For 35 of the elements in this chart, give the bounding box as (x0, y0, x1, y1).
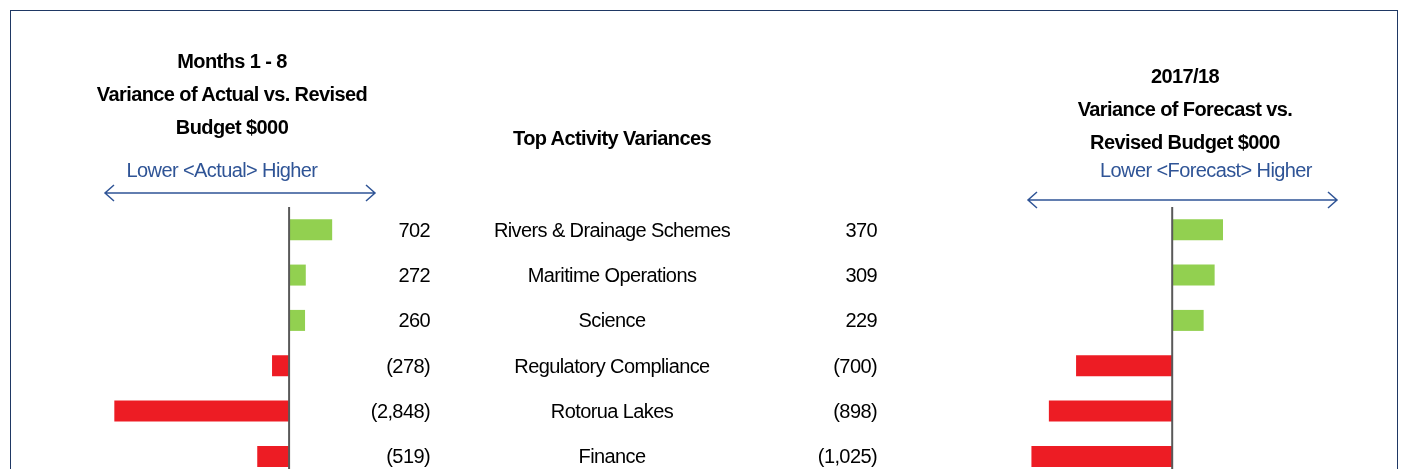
data-label: 702 (398, 218, 431, 241)
y-tick-label: Regulatory Compliance (514, 354, 711, 377)
data-label: 260 (398, 309, 431, 332)
text: Lower <Actual> Higher (125, 158, 319, 182)
data-label: (1,025) (817, 445, 877, 468)
bar (289, 264, 306, 286)
data-label: 370 (845, 218, 878, 241)
bar (1031, 445, 1173, 467)
data-label: (700) (833, 354, 877, 377)
y-tick-label: Rivers & Drainage Schemes (493, 218, 731, 241)
data-label: (2,848) (370, 400, 430, 423)
y-tick-label: Maritime Operations (527, 264, 697, 286)
chart-title: Months 1 - 8 Variance of Actual vs. Revised Budget $000 (95, 49, 369, 140)
bar (1172, 219, 1224, 241)
bar (272, 355, 290, 377)
data-label: (898) (833, 400, 877, 423)
y-tick-label: Science (578, 309, 646, 332)
data-label: 272 (398, 264, 431, 287)
y-tick-label: Rotorua Lakes (550, 400, 674, 422)
bar (1172, 264, 1215, 286)
bar (1076, 355, 1173, 377)
data-label: (519) (386, 445, 430, 468)
chart-title: 2017/18 Variance of Forecast vs. Revised Budget $000 (1076, 64, 1294, 155)
data-label: 309 (845, 264, 878, 287)
data-label: (278) (386, 354, 430, 377)
bar (289, 219, 333, 241)
data-label: 229 (845, 309, 878, 332)
bar (289, 309, 306, 331)
text: Lower <Forecast> Higher (1099, 158, 1313, 182)
bar (257, 445, 290, 467)
y-tick-label: Finance (578, 445, 646, 468)
y-axis-title: Top Activity Variances (512, 126, 712, 150)
bar (1172, 309, 1204, 331)
bar (1048, 400, 1173, 422)
bar (114, 400, 290, 422)
